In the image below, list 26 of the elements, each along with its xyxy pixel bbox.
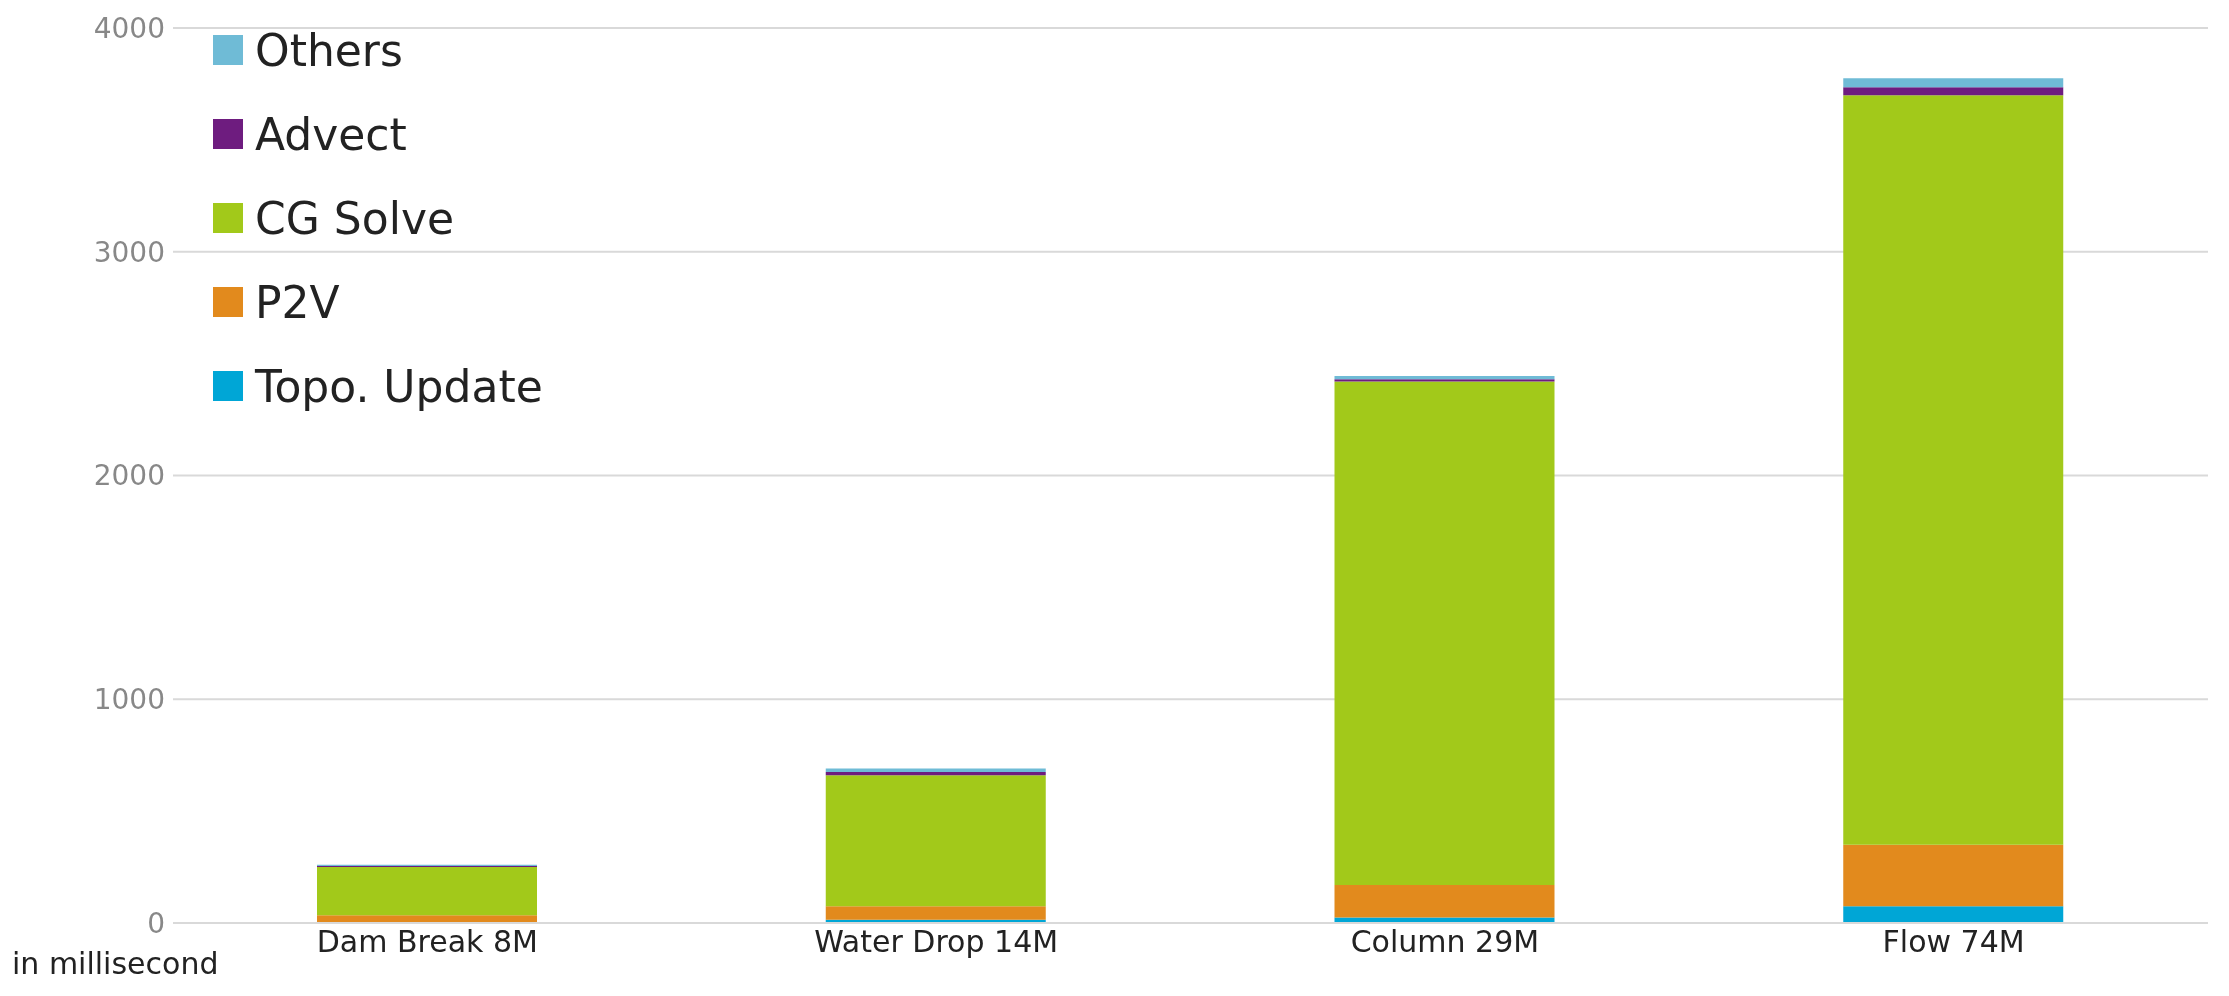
y-tick-label: 2000: [93, 459, 165, 493]
bar: [1334, 379, 1555, 382]
bar: [1334, 381, 1555, 885]
bar: [317, 867, 537, 916]
bar: [1843, 906, 2064, 923]
bar: [1843, 78, 2064, 88]
y-tick-label: 0: [147, 906, 165, 940]
x-tick-label: Water Drop 14M: [814, 924, 1059, 960]
bar: [825, 775, 1046, 907]
legend-label: CG Solve: [255, 192, 454, 244]
x-tick-label: Flow 74M: [1882, 924, 2025, 960]
legend-label: Topo. Update: [255, 360, 543, 412]
legend-label: Advect: [255, 108, 407, 160]
bar: [1843, 844, 2064, 907]
y-tick-label: 1000: [93, 683, 165, 717]
bar: [1334, 884, 1555, 918]
legend-label: P2V: [255, 276, 340, 328]
y-tick-label: 3000: [93, 235, 165, 269]
x-tick-label: Dam Break 8M: [316, 924, 538, 960]
y-tick-label: 4000: [93, 11, 165, 45]
bar: [1843, 87, 2064, 96]
x-tick-label: Column 29M: [1350, 924, 1540, 960]
text: in millisecond: [12, 946, 219, 981]
legend-label: Others: [255, 24, 403, 76]
bar: [825, 906, 1046, 920]
bar: [1843, 95, 2064, 845]
